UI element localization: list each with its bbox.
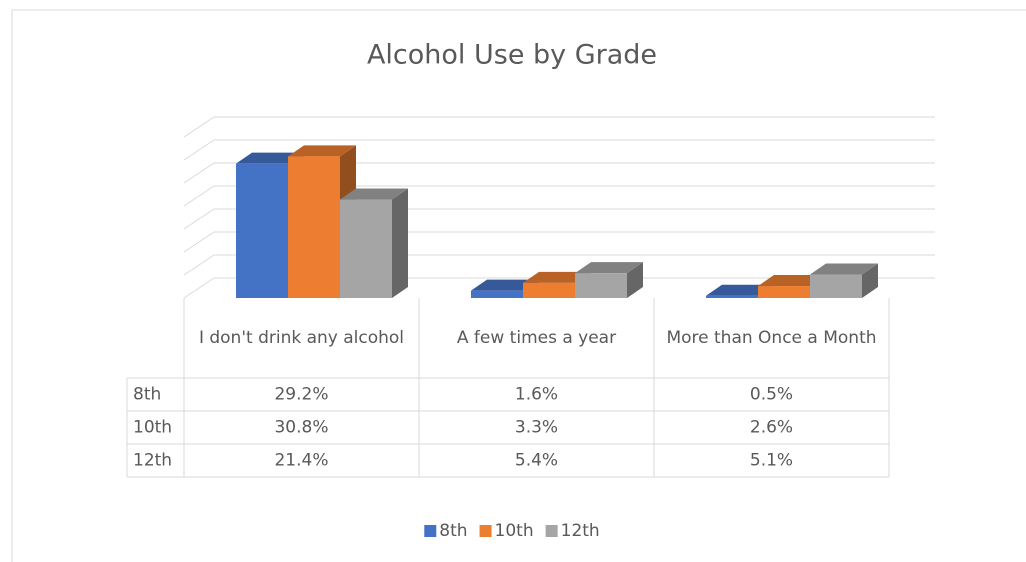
category-header: A few times a year xyxy=(456,327,617,348)
table-value: 29.2% xyxy=(274,385,328,405)
grid-line-side xyxy=(183,162,215,184)
table-value: 30.8% xyxy=(274,418,328,438)
row-header: 10th xyxy=(133,418,172,438)
bar-side xyxy=(627,262,643,298)
bar-top xyxy=(758,275,826,287)
bar xyxy=(810,274,862,298)
bar xyxy=(575,273,627,298)
bar xyxy=(236,163,288,298)
legend-label: 8th xyxy=(439,521,467,541)
chart-title: Alcohol Use by Grade xyxy=(367,40,657,71)
table-value: 5.4% xyxy=(515,451,558,471)
grid-line-side xyxy=(183,277,215,299)
legend-swatch xyxy=(479,525,492,537)
legend-label: 12th xyxy=(561,521,600,541)
bar-top xyxy=(810,263,878,275)
legend-swatch xyxy=(424,525,437,537)
bar-top xyxy=(236,152,304,164)
table-value: 3.3% xyxy=(515,418,558,438)
row-header: 12th xyxy=(133,451,172,471)
bar xyxy=(758,286,810,298)
table-value: 1.6% xyxy=(515,385,558,405)
bar xyxy=(340,199,392,298)
table-value: 21.4% xyxy=(274,451,328,471)
grid-line-side xyxy=(183,208,215,230)
category-label: A few times a year xyxy=(456,327,617,348)
bar-top xyxy=(706,284,774,296)
table-value: 2.6% xyxy=(750,418,793,438)
bar-side xyxy=(392,188,408,298)
bar-top xyxy=(575,262,643,274)
grid-line-side xyxy=(183,254,215,276)
category-header: I don't drink any alcohol xyxy=(198,327,405,348)
table-value: 5.1% xyxy=(750,451,793,471)
grid-line-side xyxy=(183,185,215,207)
legend-label: 10th xyxy=(495,521,534,541)
grid-line-side xyxy=(183,116,215,138)
table-value: 0.5% xyxy=(750,385,793,405)
bar-top xyxy=(471,279,539,291)
bar-top xyxy=(340,188,408,200)
category-label: More than Once a Month xyxy=(666,327,877,348)
category-header: More than Once a Month xyxy=(666,327,877,348)
grid-line-side xyxy=(183,139,215,161)
bar xyxy=(523,282,575,298)
bar xyxy=(288,156,340,298)
bar xyxy=(706,295,758,298)
legend: 8th 10th 12th xyxy=(424,521,600,541)
legend-swatch xyxy=(545,525,558,537)
category-label: I don't drink any alcohol xyxy=(198,327,405,348)
bar-top xyxy=(288,145,356,157)
row-header: 8th xyxy=(133,385,161,405)
bar-top xyxy=(523,271,591,283)
bar xyxy=(471,290,523,298)
grid-line-side xyxy=(183,231,215,253)
bar-side xyxy=(862,263,878,298)
